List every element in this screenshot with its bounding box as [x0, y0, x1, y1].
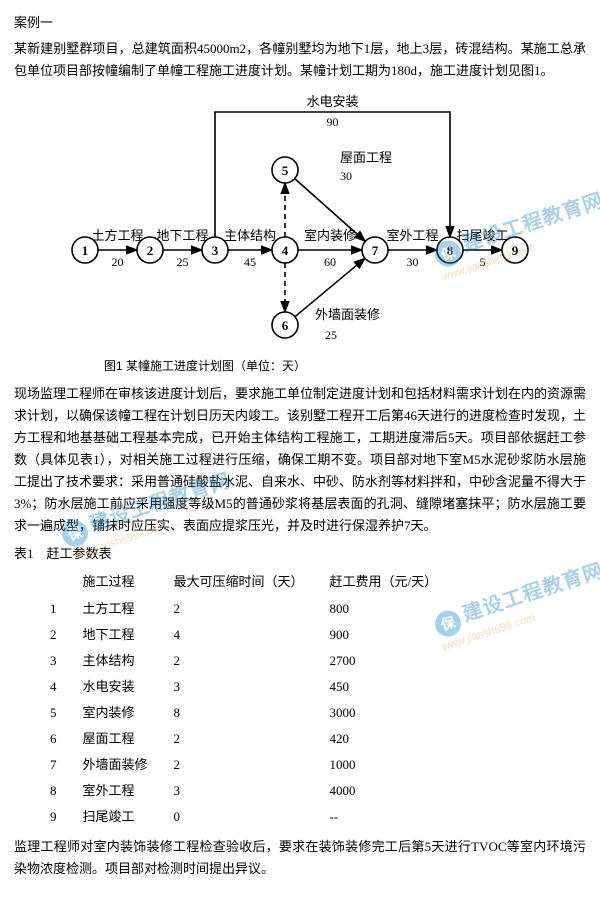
svg-text:5: 5 [480, 255, 486, 269]
table-cell: 3000 [324, 700, 458, 726]
table-cell: 2700 [324, 648, 458, 674]
table-cell: -- [324, 804, 458, 830]
table-cell: 水电安装 [77, 674, 168, 700]
svg-text:25: 25 [177, 255, 189, 269]
svg-text:9: 9 [512, 243, 519, 258]
svg-text:地下工程: 地下工程 [156, 228, 208, 243]
table-header: 赶工费用（元/天） [324, 569, 458, 595]
table-header [44, 569, 77, 595]
table-title: 表1 赶工参数表 [14, 543, 586, 565]
table-row: 1土方工程2800 [44, 596, 457, 622]
figure-caption: 图1 某幢施工进度计划图（单位：天） [104, 356, 586, 376]
table-row: 7外墙面装修21000 [44, 752, 457, 778]
body-paragraph-2: 现场监理工程师在审核该进度计划后，要求施工单位制定进度计划和包括材料需求计划在内… [14, 383, 586, 538]
schedule-diagram: 水电安装90土方工程20地下工程25主体结构45室内装修60室外工程30扫尾竣工… [14, 90, 586, 350]
svg-text:4: 4 [282, 243, 289, 258]
table-cell: 扫尾竣工 [77, 804, 168, 830]
table-cell: 1 [44, 596, 77, 622]
table-cell: 土方工程 [77, 596, 168, 622]
svg-text:室内装修: 室内装修 [304, 228, 356, 243]
svg-text:25: 25 [325, 328, 337, 342]
svg-text:5: 5 [282, 163, 289, 178]
table-cell: 7 [44, 752, 77, 778]
table-cell: 3 [168, 778, 324, 804]
table-cell: 5 [44, 700, 77, 726]
table-cell: 6 [44, 726, 77, 752]
table-row: 2地下工程4900 [44, 622, 457, 648]
table-cell: 2 [44, 622, 77, 648]
table-header: 施工过程 [77, 569, 168, 595]
table-cell: 屋面工程 [77, 726, 168, 752]
table-cell: 420 [324, 726, 458, 752]
table-cell: 3 [44, 648, 77, 674]
svg-text:主体结构: 主体结构 [224, 228, 276, 243]
table-cell: 4 [44, 674, 77, 700]
table-cell: 800 [324, 596, 458, 622]
table-cell: 2 [168, 596, 324, 622]
table-cell: 室外工程 [77, 778, 168, 804]
svg-text:2: 2 [147, 243, 154, 258]
table-cell: 1000 [324, 752, 458, 778]
table-cell: 地下工程 [77, 622, 168, 648]
table-cell: 8 [168, 700, 324, 726]
watermark-line2: www.jianshe99.com [439, 584, 600, 656]
svg-text:土方工程: 土方工程 [91, 228, 143, 243]
svg-text:扫尾竣工: 扫尾竣工 [456, 228, 508, 243]
intro-paragraph: 某新建别墅群项目，总建筑面积45000m2，各幢别墅均为地下1层，地上3层，砖混… [14, 38, 586, 82]
table-cell: 2 [168, 752, 324, 778]
svg-text:45: 45 [244, 255, 256, 269]
svg-text:1: 1 [82, 243, 89, 258]
table-cell: 主体结构 [77, 648, 168, 674]
params-table: 施工过程最大可压缩时间（天）赶工费用（元/天） 1土方工程28002地下工程49… [44, 569, 457, 830]
case-title: 案例一 [14, 12, 586, 34]
svg-text:30: 30 [340, 169, 352, 183]
table-cell: 3 [168, 674, 324, 700]
table-cell: 900 [324, 622, 458, 648]
table-row: 9扫尾竣工0-- [44, 804, 457, 830]
table-row: 4水电安装3450 [44, 674, 457, 700]
table-cell: 0 [168, 804, 324, 830]
svg-text:30: 30 [407, 255, 419, 269]
svg-text:8: 8 [447, 243, 454, 258]
table-cell: 4000 [324, 778, 458, 804]
table-cell: 4 [168, 622, 324, 648]
svg-text:7: 7 [372, 243, 379, 258]
svg-text:屋面工程: 屋面工程 [340, 150, 392, 165]
body-paragraph-3: 监理工程师对室内装饰装修工程检查验收后，要求在装饰装修完工后第5天进行TVOC等… [14, 836, 586, 880]
table-cell: 2 [168, 648, 324, 674]
table-cell: 室内装修 [77, 700, 168, 726]
watermark-line1: 建设工程教育网 [460, 560, 600, 626]
table-cell: 2 [168, 726, 324, 752]
table-row: 5室内装修83000 [44, 700, 457, 726]
svg-text:6: 6 [282, 318, 289, 333]
svg-text:60: 60 [324, 255, 336, 269]
table-row: 6屋面工程2420 [44, 726, 457, 752]
svg-text:水电安装: 水电安装 [306, 94, 358, 109]
table-row: 8室外工程34000 [44, 778, 457, 804]
svg-text:3: 3 [212, 243, 219, 258]
svg-text:90: 90 [327, 115, 339, 129]
svg-text:室外工程: 室外工程 [386, 228, 438, 243]
table-header: 最大可压缩时间（天） [168, 569, 324, 595]
svg-text:外墙面装修: 外墙面装修 [315, 307, 380, 322]
table-cell: 450 [324, 674, 458, 700]
table-cell: 8 [44, 778, 77, 804]
table-cell: 外墙面装修 [77, 752, 168, 778]
table-row: 3主体结构22700 [44, 648, 457, 674]
table-cell: 9 [44, 804, 77, 830]
svg-text:20: 20 [112, 255, 124, 269]
